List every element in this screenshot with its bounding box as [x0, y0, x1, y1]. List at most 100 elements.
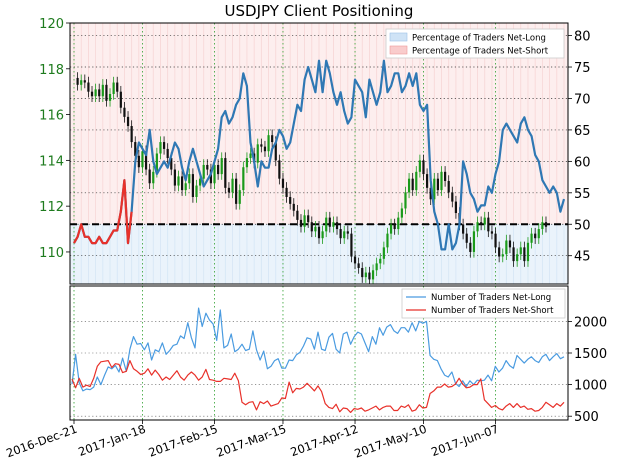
candle-body	[148, 169, 151, 184]
candle-body	[353, 256, 357, 264]
candle-body	[90, 91, 94, 97]
candle-body	[134, 142, 137, 156]
candle-body	[339, 229, 342, 239]
right-axis-tick-label: 45	[574, 250, 591, 265]
candle-body	[346, 231, 349, 234]
candle-body	[177, 176, 180, 186]
candle-body	[98, 89, 101, 97]
chart-title: USDJPY Client Positioning	[225, 2, 414, 20]
candle-body	[371, 270, 375, 280]
legend-swatch-net-long	[389, 32, 408, 42]
candle-body	[303, 215, 306, 227]
bottom-right-axis-tick-label: 500	[574, 410, 599, 425]
candle-body	[220, 158, 223, 175]
candle-body	[83, 80, 86, 83]
net-short-percentage-line	[73, 179, 133, 245]
candle-body	[137, 155, 140, 168]
candle-body	[260, 144, 263, 147]
x-axis-tick-label: 2017-Jun-07	[429, 422, 500, 459]
candle-body	[350, 233, 353, 257]
candle-body	[429, 187, 432, 200]
candle-body	[307, 215, 310, 223]
candle-body	[76, 77, 79, 85]
candle-body	[332, 222, 335, 227]
candle-body	[285, 187, 288, 197]
candle-body	[314, 226, 317, 232]
candle-body	[217, 164, 220, 175]
candle-body	[397, 217, 400, 230]
x-axis-tick-label: 2017-Apr-12	[288, 422, 360, 459]
candle-body	[80, 80, 83, 85]
candle-body	[256, 144, 259, 163]
candle-body	[281, 178, 285, 188]
candle-body	[224, 158, 227, 188]
candle-body	[433, 178, 436, 200]
candle-body	[271, 135, 274, 143]
candle-body	[364, 272, 367, 278]
candle-body	[480, 222, 483, 225]
candle-body	[465, 233, 468, 243]
legend-label-traders-long: Number of Traders Net-Long	[431, 293, 551, 303]
candle-body	[508, 240, 512, 248]
candle-body	[490, 231, 494, 234]
candle-body	[209, 169, 213, 184]
candle-body	[361, 267, 364, 278]
candle-body	[483, 217, 486, 225]
candle-body	[159, 142, 162, 154]
candle-body	[393, 224, 396, 230]
candle-body	[526, 242, 530, 262]
candle-body	[476, 222, 479, 232]
candle-body	[534, 233, 537, 239]
traders-net-short-line	[71, 360, 565, 413]
candle-body	[444, 171, 447, 181]
candle-body	[130, 126, 133, 143]
right-axis-tick-label: 80	[574, 30, 591, 45]
candle-body	[242, 167, 245, 191]
candle-body	[335, 222, 339, 230]
candle-body	[184, 183, 187, 191]
candle-body	[436, 178, 439, 191]
candle-body	[343, 231, 346, 239]
top-panel-frame	[69, 22, 569, 285]
candle-body	[422, 160, 425, 175]
candle-body	[227, 187, 231, 193]
candle-body	[296, 210, 299, 220]
candle-body	[494, 233, 497, 248]
candle-body	[162, 142, 166, 149]
x-axis-tick-label: 2016-Dec-21	[4, 422, 79, 461]
candle-body	[386, 233, 389, 248]
candle-body	[498, 247, 501, 257]
candle-body	[299, 219, 303, 227]
left-axis-tick-label: 118	[39, 63, 64, 78]
legend-label-net-long: Percentage of Traders Net-Long	[412, 34, 546, 44]
candle-body	[292, 203, 295, 211]
candle-body	[462, 224, 465, 234]
legend-label-traders-short: Number of Traders Net-Short	[431, 306, 554, 316]
candle-body	[325, 217, 328, 232]
legend-label-net-short: Percentage of Traders Net-Short	[412, 47, 549, 57]
candle-body	[368, 272, 371, 280]
candle-body	[105, 84, 108, 101]
legend-swatch-net-short	[389, 45, 408, 55]
left-axis-tick-label: 116	[39, 109, 64, 124]
candle-body	[231, 178, 234, 193]
candle-body	[245, 158, 249, 168]
right-axis-tick-label: 50	[574, 218, 591, 233]
candle-body	[415, 171, 418, 191]
candle-body	[440, 171, 443, 191]
candle-body	[206, 164, 209, 170]
right-axis-tick-label: 75	[574, 61, 591, 76]
candle-body	[108, 93, 112, 101]
candle-body	[123, 107, 126, 117]
bottom-right-axis-tick-label: 2000	[574, 315, 607, 330]
candle-body	[544, 222, 548, 227]
candle-body	[249, 153, 252, 159]
candle-body	[170, 158, 173, 170]
candle-body	[469, 242, 472, 252]
candle-body	[152, 171, 155, 184]
candle-body	[289, 197, 292, 204]
candle-body	[317, 226, 321, 239]
left-axis-tick-label: 114	[39, 154, 64, 169]
right-axis-tick-label: 60	[574, 155, 591, 170]
